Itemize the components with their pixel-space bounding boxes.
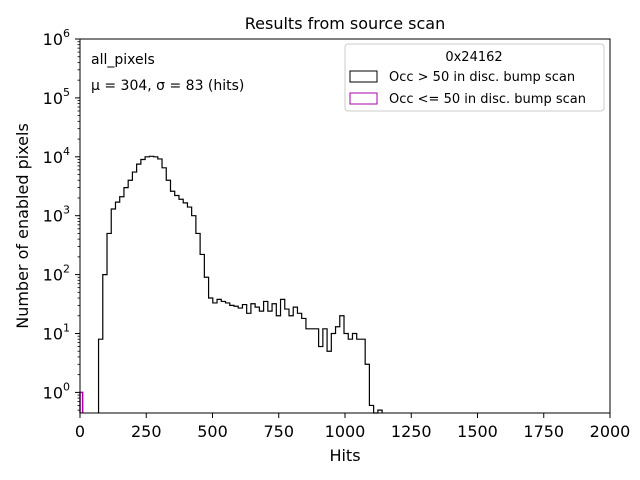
legend: 0x24162 Occ > 50 in disc. bump scan Occ … bbox=[344, 43, 605, 112]
y-axis-label: Number of enabled pixels bbox=[13, 123, 32, 329]
x-tick-label: 1750 bbox=[523, 422, 564, 441]
stats-annotation: μ = 304, σ = 83 (hits) bbox=[91, 78, 244, 94]
legend-frame bbox=[344, 43, 605, 112]
x-tick-label: 1250 bbox=[391, 422, 432, 441]
y-tick-label: 103 bbox=[43, 204, 70, 226]
y-tick-label: 100 bbox=[43, 380, 70, 402]
y-tick-label: 101 bbox=[43, 321, 70, 343]
legend-title: 0x24162 bbox=[445, 50, 502, 65]
y-tick-label: 102 bbox=[43, 263, 70, 285]
legend-entry-occ-gt-50: Occ > 50 in disc. bump scan bbox=[389, 70, 575, 85]
x-tick-label: 1500 bbox=[457, 422, 498, 441]
legend-entry-occ-le-50: Occ <= 50 in disc. bump scan bbox=[389, 92, 586, 107]
chart-title: Results from source scan bbox=[245, 14, 445, 33]
y-axis: 100 101 102 103 104 105 106 bbox=[43, 27, 80, 411]
legend-swatch-occ-le-50 bbox=[349, 92, 378, 105]
x-tick-label: 250 bbox=[131, 422, 162, 441]
x-tick-label: 750 bbox=[263, 422, 294, 441]
x-tick-label: 1000 bbox=[325, 422, 366, 441]
y-tick-label: 104 bbox=[43, 145, 70, 167]
x-tick-label: 500 bbox=[197, 422, 228, 441]
legend-swatch-occ-gt-50 bbox=[349, 70, 378, 83]
dataset-annotation: all_pixels bbox=[91, 52, 155, 68]
series-occ-gt-50-outline bbox=[97, 155, 383, 414]
x-axis: 0 250 500 750 1000 1250 1500 1750 2000 bbox=[75, 413, 630, 441]
x-tick-label: 0 bbox=[75, 422, 85, 441]
y-tick-label: 105 bbox=[43, 86, 70, 108]
x-tick-label: 2000 bbox=[590, 422, 631, 441]
x-axis-label: Hits bbox=[329, 446, 360, 465]
y-tick-label: 106 bbox=[43, 27, 70, 49]
